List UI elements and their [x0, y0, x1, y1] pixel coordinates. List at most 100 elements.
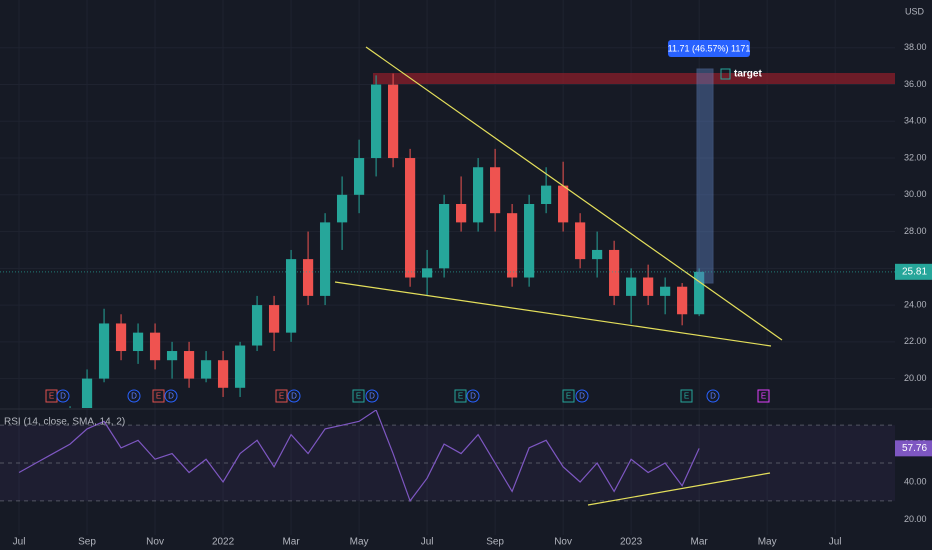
candle-body	[98, 323, 110, 379]
svg-text:E: E	[458, 392, 463, 401]
rsi-last-box	[895, 440, 932, 457]
dividend-marker: D	[466, 389, 480, 403]
x-tick-label: Nov	[554, 537, 572, 548]
earnings-marker: E	[352, 389, 365, 403]
candle-body	[132, 332, 144, 352]
svg-text:D: D	[60, 392, 66, 401]
candle-body	[404, 158, 416, 278]
candle-body	[660, 286, 671, 296]
y-tick-label: 24.00	[904, 299, 927, 309]
earnings-marker: E	[680, 389, 693, 403]
measure-box	[696, 68, 714, 284]
svg-text:D: D	[710, 392, 716, 401]
candle-body	[387, 84, 399, 159]
svg-text:D: D	[131, 392, 137, 401]
candle-body	[421, 268, 433, 278]
measure-label: 11.71 (46.57%) 1171	[668, 43, 751, 53]
y-tick-label: 28.00	[904, 226, 927, 236]
svg-text:E: E	[156, 392, 161, 401]
dividend-marker: D	[575, 389, 589, 403]
candle-body	[438, 204, 450, 269]
candle-body	[200, 360, 212, 379]
target-label: target	[734, 69, 762, 80]
candle-body	[268, 305, 280, 333]
candle-body	[302, 259, 314, 296]
x-tick-label: Mar	[691, 537, 709, 548]
y-tick-label: 34.00	[904, 116, 927, 126]
x-tick-label: Nov	[146, 537, 164, 548]
candle-body	[217, 360, 229, 388]
rsi-trendline	[587, 472, 771, 506]
candle-body	[694, 271, 705, 315]
svg-text:E: E	[356, 392, 361, 401]
svg-text:E: E	[566, 392, 571, 401]
x-tick-label: 2022	[212, 537, 235, 548]
candle-body	[524, 204, 535, 278]
earnings-marker: E	[152, 389, 165, 403]
candle-body	[81, 378, 93, 408]
x-tick-label: May	[350, 537, 369, 548]
rsi-line	[18, 410, 700, 503]
dividend-marker: D	[287, 389, 301, 403]
y-tick-label: 36.00	[904, 79, 927, 89]
dividend-marker: D	[164, 389, 178, 403]
dividend-marker: D	[706, 389, 720, 403]
y-tick-label: 22.00	[904, 336, 927, 346]
candle-body	[575, 222, 586, 260]
svg-text:D: D	[470, 392, 476, 401]
x-tick-label: Jul	[13, 537, 26, 548]
svg-text:E: E	[684, 392, 689, 401]
candle-body	[507, 213, 518, 278]
earnings-marker: E	[562, 389, 575, 403]
x-tick-label: 2023	[620, 537, 643, 548]
candle-body	[166, 351, 178, 361]
candle-body	[353, 158, 365, 195]
y-tick-label: 20.00	[904, 373, 927, 383]
rsi-tick-label: 40.00	[904, 476, 927, 486]
candle-body	[609, 249, 620, 296]
x-tick-label: Jul	[421, 537, 434, 548]
y-tick-label: 32.00	[904, 152, 927, 162]
candle-body	[541, 185, 552, 204]
x-tick-label: Sep	[78, 537, 96, 548]
target-flag	[720, 68, 731, 80]
measure-label-box	[668, 40, 750, 57]
y-tick-label: 30.00	[904, 189, 927, 199]
currency-label: USD	[905, 6, 925, 16]
svg-text:D: D	[291, 392, 297, 401]
svg-text:E: E	[49, 392, 54, 401]
svg-text:E: E	[761, 392, 766, 401]
candle-body	[558, 185, 569, 223]
candle-body	[336, 194, 348, 223]
y-tick-label: 38.00	[904, 42, 927, 52]
candle-body	[490, 167, 501, 214]
dividend-marker: D	[56, 389, 70, 403]
svg-text:E: E	[279, 392, 284, 401]
x-tick-label: May	[758, 537, 777, 548]
candle-body	[251, 305, 263, 346]
event-markers: E D D E D E D E D E D E D E D E	[45, 389, 770, 403]
earnings-marker: E	[454, 389, 467, 403]
svg-text:D: D	[369, 392, 375, 401]
candle-body	[370, 84, 382, 159]
candle-body	[473, 167, 484, 223]
resistance-zone	[373, 73, 895, 84]
upcoming-earnings-marker: E	[757, 389, 770, 403]
candle-body	[149, 332, 161, 361]
candle-body	[183, 351, 195, 379]
x-tick-label: Sep	[486, 537, 504, 548]
candle-body	[643, 277, 654, 296]
candle-body	[285, 259, 297, 333]
lower-trendline	[334, 281, 772, 347]
candle-body	[115, 323, 127, 352]
candle-body	[626, 277, 637, 296]
dividend-marker: D	[127, 389, 141, 403]
candle-body	[234, 345, 246, 388]
dividend-marker: D	[365, 389, 379, 403]
last-price-label: 25.81	[902, 266, 927, 277]
svg-text:D: D	[579, 392, 585, 401]
rsi-title: RSI (14, close, SMA, 14, 2)	[4, 417, 125, 428]
rsi-last-label: 57.76	[902, 443, 927, 454]
